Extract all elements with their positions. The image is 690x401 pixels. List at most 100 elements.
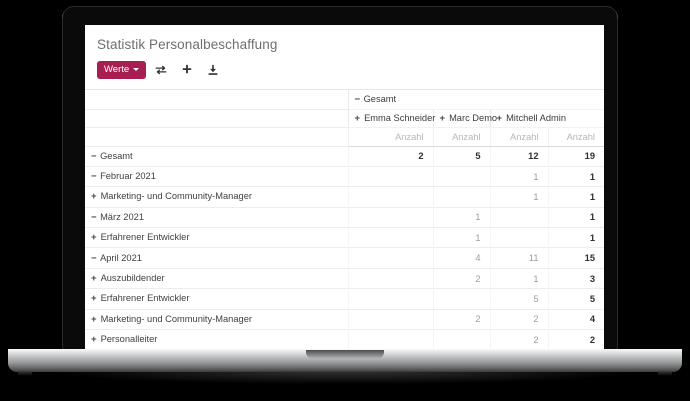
- value-cell[interactable]: 2: [432, 308, 490, 330]
- pivot-header-leaf-row: + Emma Schneider + Marc Demo + Mitchell Adm…: [85, 109, 604, 128]
- pivot-table: − Gesamt + Emma Schneider + Marc Demo + Mitc…: [85, 90, 604, 350]
- row-header-label: Februar 2021: [100, 171, 156, 182]
- value-cell[interactable]: 1: [432, 227, 490, 248]
- measure-header-1[interactable]: Anzahl: [347, 127, 433, 147]
- table-row[interactable]: − März 2021 1 1: [85, 206, 604, 228]
- value-cell[interactable]: 1: [489, 186, 548, 208]
- value-cell[interactable]: [347, 247, 433, 269]
- pivot-corner-cell-2: [85, 109, 348, 128]
- value-cell[interactable]: [347, 267, 433, 289]
- total-value-cell[interactable]: 1: [547, 206, 604, 228]
- pivot-header-group-row: − Gesamt: [85, 90, 604, 110]
- flip-axis-icon[interactable]: [150, 60, 172, 80]
- value-cell[interactable]: 2: [432, 267, 490, 289]
- pivot-body: − Gesamt 2 5 12 19− Februar 2021 1 1 + Marketing- …: [85, 146, 604, 350]
- laptop-base-notch: [306, 350, 384, 359]
- value-cell[interactable]: 2: [489, 329, 548, 350]
- laptop-base: [8, 350, 682, 372]
- value-cell[interactable]: [347, 227, 433, 248]
- value-cell[interactable]: 5: [489, 288, 548, 310]
- expand-icon: +: [91, 293, 97, 305]
- value-cell[interactable]: [347, 186, 433, 208]
- value-cell[interactable]: 5: [432, 146, 490, 167]
- row-header-label: April 2021: [100, 252, 142, 263]
- col-header-label: Mitchell Admin: [506, 112, 566, 123]
- row-header-cell[interactable]: − April 2021: [85, 247, 348, 269]
- total-value-cell[interactable]: 1: [547, 227, 604, 248]
- value-cell[interactable]: 2: [489, 308, 548, 330]
- table-row[interactable]: − Gesamt 2 5 12 19: [85, 146, 604, 167]
- row-header-cell[interactable]: + Marketing- und Community-Manager: [85, 308, 348, 330]
- total-value-cell[interactable]: 19: [547, 146, 604, 167]
- measure-header-3[interactable]: Anzahl: [489, 127, 548, 147]
- col-header-label: Emma Schneider: [364, 112, 436, 123]
- row-header-cell[interactable]: + Erfahrener Entwickler: [85, 288, 348, 310]
- table-row[interactable]: − April 2021 4 11 15: [85, 247, 604, 269]
- row-header-label: Personalleiter: [100, 334, 158, 345]
- row-header-cell[interactable]: + Erfahrener Entwickler: [85, 227, 348, 248]
- expand-icon: +: [354, 112, 361, 124]
- table-row[interactable]: + Auszubildender 2 1 3: [85, 267, 604, 289]
- total-value-cell[interactable]: 4: [547, 308, 604, 330]
- expand-all-icon[interactable]: [176, 60, 198, 80]
- total-value-cell[interactable]: 1: [547, 165, 604, 187]
- measures-dropdown-button[interactable]: Werte: [97, 60, 147, 80]
- table-row[interactable]: + Marketing- und Community-Manager 1 1: [85, 186, 604, 208]
- expand-icon: +: [91, 232, 97, 244]
- collapse-icon: −: [354, 93, 361, 105]
- measure-header-4[interactable]: Anzahl: [547, 127, 604, 147]
- row-header-cell[interactable]: − März 2021: [85, 206, 348, 228]
- value-cell[interactable]: 1: [432, 206, 490, 228]
- expand-icon: +: [91, 273, 97, 285]
- collapse-icon: −: [91, 150, 97, 162]
- row-header-cell[interactable]: + Auszubildender: [85, 267, 348, 289]
- value-cell[interactable]: [432, 165, 490, 187]
- table-row[interactable]: + Personalleiter 2 2: [85, 329, 604, 350]
- value-cell[interactable]: 1: [489, 267, 548, 289]
- total-value-cell[interactable]: 3: [547, 267, 604, 289]
- value-cell[interactable]: 2: [347, 146, 433, 167]
- chevron-down-icon: [133, 68, 140, 71]
- toolbar-divider: [85, 89, 604, 90]
- value-cell[interactable]: [432, 186, 490, 208]
- value-cell[interactable]: 4: [432, 247, 490, 269]
- value-cell[interactable]: [489, 227, 548, 248]
- download-xlsx-icon[interactable]: [202, 60, 224, 80]
- col-header-emma-schneider[interactable]: + Emma Schneider: [347, 109, 436, 128]
- value-cell[interactable]: 1: [489, 165, 548, 187]
- expand-icon: +: [91, 313, 97, 325]
- table-row[interactable]: + Erfahrener Entwickler 5 5: [85, 288, 604, 310]
- measure-header-2[interactable]: Anzahl: [432, 127, 490, 147]
- pivot-header: − Gesamt + Emma Schneider + Marc Demo + Mitc…: [85, 90, 604, 147]
- col-group-header-label: Gesamt: [363, 93, 397, 104]
- total-value-cell[interactable]: 1: [547, 186, 604, 208]
- row-header-cell[interactable]: + Marketing- und Community-Manager: [85, 186, 348, 208]
- value-cell[interactable]: [489, 206, 548, 228]
- row-header-label: Erfahrener Entwickler: [100, 232, 190, 243]
- value-cell[interactable]: [347, 288, 433, 310]
- col-header-marc-demo[interactable]: + Marc Demo: [432, 109, 497, 128]
- total-value-cell[interactable]: 15: [547, 247, 604, 269]
- expand-icon: +: [91, 334, 97, 346]
- value-cell[interactable]: [347, 165, 433, 187]
- value-cell[interactable]: 12: [489, 146, 548, 167]
- table-row[interactable]: − Februar 2021 1 1: [85, 165, 604, 187]
- value-cell[interactable]: [347, 308, 433, 330]
- value-cell[interactable]: [432, 288, 490, 310]
- total-value-cell[interactable]: 5: [547, 288, 604, 310]
- table-row[interactable]: + Marketing- und Community-Manager 2 2 4: [85, 308, 604, 330]
- value-cell[interactable]: 11: [489, 247, 548, 269]
- laptop-foot-right: [658, 371, 672, 376]
- row-header-cell[interactable]: + Personalleiter: [85, 329, 348, 350]
- col-header-label: Marc Demo: [449, 112, 498, 123]
- value-cell[interactable]: [432, 329, 490, 350]
- laptop-shadow: [54, 371, 636, 384]
- row-header-cell[interactable]: − Gesamt: [85, 146, 348, 166]
- col-group-header-gesamt[interactable]: − Gesamt: [347, 90, 604, 110]
- value-cell[interactable]: [347, 206, 433, 228]
- table-row[interactable]: + Erfahrener Entwickler 1 1: [85, 227, 604, 248]
- col-header-mitchell-admin[interactable]: + Mitchell Admin: [489, 109, 604, 128]
- row-header-cell[interactable]: − Februar 2021: [85, 165, 348, 187]
- value-cell[interactable]: [347, 329, 433, 350]
- total-value-cell[interactable]: 2: [547, 329, 604, 350]
